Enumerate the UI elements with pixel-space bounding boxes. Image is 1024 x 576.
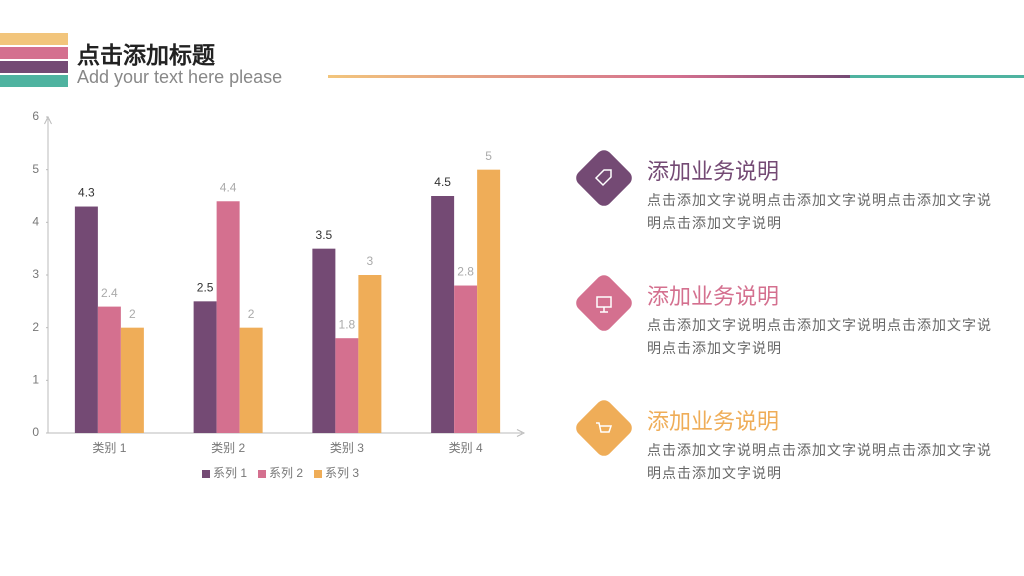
- y-tick-label: 0: [32, 425, 39, 439]
- y-tick-label: 3: [32, 267, 39, 281]
- chart: 0 1 2 3 4 5 6 类别 1 4.3 2.4 2 类别 2 2.5 4.4 2 类别 3 3.5 1.8 3…: [32, 109, 526, 480]
- y-tick-label: 2: [32, 320, 39, 334]
- bar: [477, 169, 501, 433]
- data-label: 2.4: [101, 286, 118, 300]
- bar: [358, 275, 382, 433]
- data-label: 5: [485, 149, 492, 163]
- data-label: 4.5: [434, 175, 451, 189]
- item: 添加业务说明 点击添加文字说明点击添加文字说明点击添加文字说明点击添加文字说明: [647, 407, 997, 485]
- data-label: 3.5: [316, 228, 333, 242]
- item: 添加业务说明 点击添加文字说明点击添加文字说明点击添加文字说明点击添加文字说明: [647, 157, 997, 235]
- subtitle: Add your text here please: [77, 67, 283, 87]
- title: 点击添加标题: [77, 42, 215, 68]
- legend-label: 系列 2: [269, 466, 303, 480]
- bar: [97, 306, 121, 433]
- bar: [120, 327, 144, 433]
- legend-swatch: [202, 470, 210, 478]
- legend-swatch: [314, 470, 322, 478]
- bar: [216, 201, 240, 433]
- stripe: [0, 47, 68, 59]
- x-tick-label: 类别 1: [92, 441, 126, 455]
- data-label: 2.8: [457, 265, 474, 279]
- bar: [239, 327, 263, 433]
- item-title: 添加业务说明: [647, 159, 780, 184]
- data-label: 2.5: [197, 281, 214, 295]
- y-tick-label: 6: [32, 109, 39, 123]
- legend-swatch: [258, 470, 266, 478]
- data-label: 2: [129, 307, 136, 321]
- stripe: [0, 33, 68, 45]
- stripe: [0, 61, 68, 73]
- bar: [454, 285, 478, 433]
- legend-label: 系列 3: [325, 466, 359, 480]
- data-label: 4.3: [78, 186, 95, 200]
- bar: [431, 196, 455, 433]
- item-title: 添加业务说明: [647, 284, 780, 309]
- data-label: 4.4: [220, 180, 237, 194]
- header-line: [328, 75, 1024, 78]
- bar: [312, 248, 336, 433]
- item-title: 添加业务说明: [647, 409, 780, 434]
- item: 添加业务说明 点击添加文字说明点击添加文字说明点击添加文字说明点击添加文字说明: [647, 282, 997, 360]
- item-text: 点击添加文字说明点击添加文字说明点击添加文字说明点击添加文字说明: [647, 442, 992, 481]
- x-tick-label: 类别 3: [330, 441, 364, 455]
- bar: [193, 301, 217, 433]
- data-label: 3: [367, 254, 374, 268]
- item-text: 点击添加文字说明点击添加文字说明点击添加文字说明点击添加文字说明: [647, 192, 992, 231]
- item-text: 点击添加文字说明点击添加文字说明点击添加文字说明点击添加文字说明: [647, 317, 992, 356]
- data-label: 1.8: [339, 317, 356, 331]
- axis-arrow: [516, 429, 526, 437]
- y-tick-label: 1: [32, 373, 39, 387]
- y-tick-label: 4: [32, 215, 39, 229]
- stripe: [0, 75, 68, 87]
- bar: [74, 206, 98, 433]
- bar: [335, 338, 359, 433]
- legend-label: 系列 1: [213, 466, 247, 480]
- x-tick-label: 类别 4: [449, 441, 483, 455]
- x-tick-label: 类别 2: [211, 441, 245, 455]
- data-label: 2: [248, 307, 255, 321]
- y-tick-label: 5: [32, 162, 39, 176]
